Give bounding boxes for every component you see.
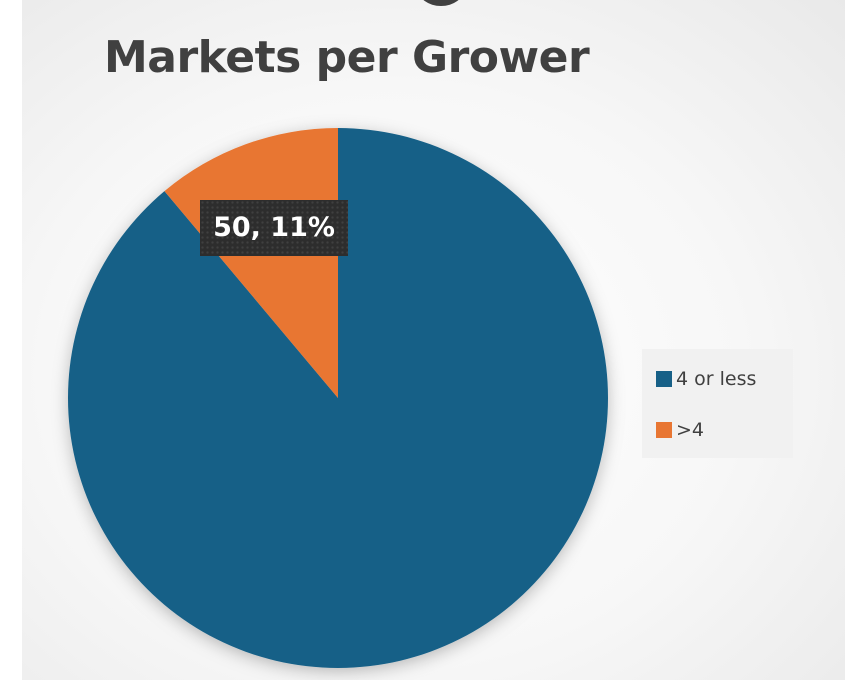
legend-swatch-gt4 [656, 422, 672, 438]
legend-swatch-4-or-less [656, 371, 672, 387]
pie-slice-4-or-less [67, 128, 608, 668]
chart-area: Markets per Grower 50, 11% 4 or less >4 [22, 0, 845, 680]
title-fragment [418, 0, 464, 6]
pie-slice-gt4 [164, 128, 338, 398]
data-label-gt4: 50, 11% [200, 200, 348, 256]
legend-item-gt4: >4 [656, 418, 704, 442]
pie-chart [67, 128, 608, 668]
chart-title: Markets per Grower [104, 32, 590, 83]
legend-item-4-or-less: 4 or less [656, 367, 756, 391]
legend: 4 or less >4 [642, 349, 793, 458]
legend-label-4-or-less: 4 or less [676, 368, 757, 390]
legend-label-gt4: >4 [676, 419, 705, 441]
